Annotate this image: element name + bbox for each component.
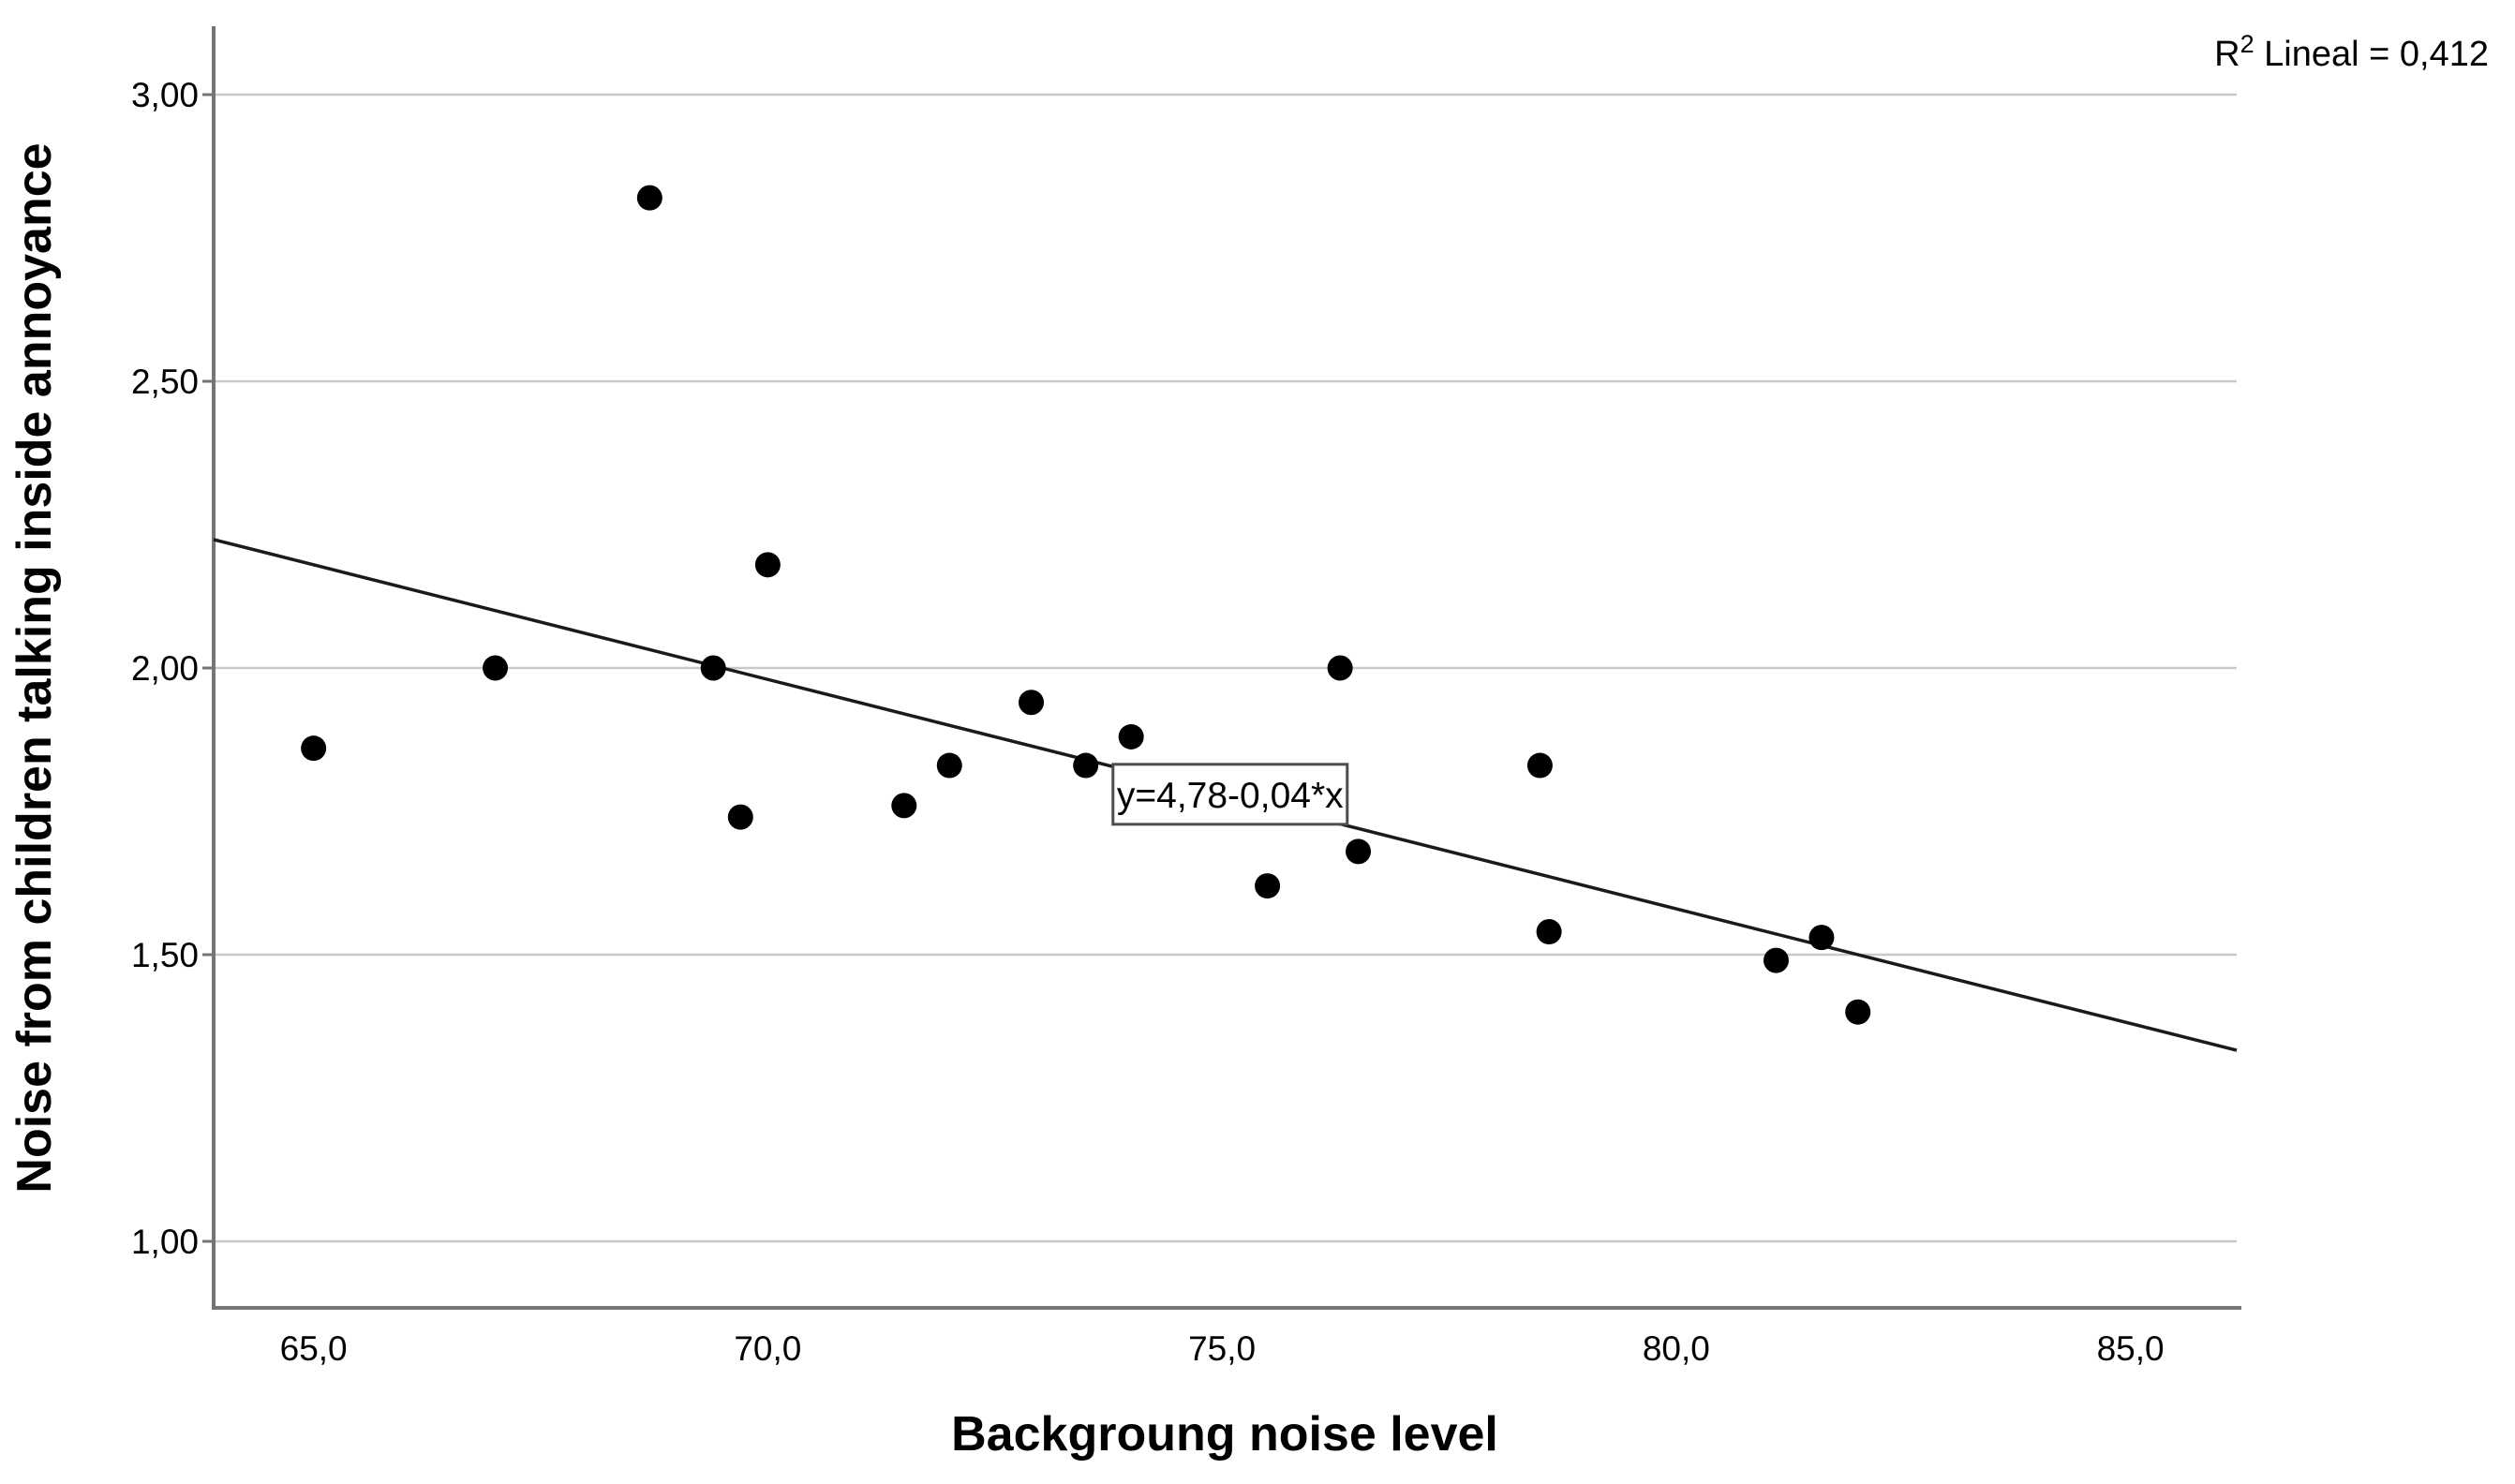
data-point <box>936 752 962 779</box>
x-tick-label: 65,0 <box>280 1329 348 1368</box>
tick-labels-layer: 1,00 1,50 2,00 2,50 3,00 65,0 70,0 75,0 80,0 85,0 <box>131 76 2165 1368</box>
data-points-layer <box>301 185 1871 1025</box>
data-point <box>636 185 662 211</box>
r-squared-label: R2 Lineal = 0,412 <box>2214 30 2489 74</box>
data-point <box>1327 655 1353 681</box>
x-tick-label: 85,0 <box>2097 1329 2165 1368</box>
equation-label: y=4,78-0,04*x <box>1117 776 1344 816</box>
equation-annotation: y=4,78-0,04*x <box>1111 763 1349 826</box>
data-point <box>1808 925 1835 951</box>
data-point <box>1019 690 1045 716</box>
data-point <box>301 735 327 762</box>
x-tick-label: 75,0 <box>1188 1329 1256 1368</box>
x-axis-title: Backgroung noise level <box>951 1407 1498 1462</box>
data-point <box>700 655 726 681</box>
axes-layer <box>202 26 2241 1310</box>
data-point <box>891 793 917 819</box>
data-point <box>1346 838 1372 865</box>
y-tick-label: 1,00 <box>131 1223 199 1261</box>
y-axis-title: Noise from children talking inside annoy… <box>7 142 62 1193</box>
y-tick-label: 3,00 <box>131 76 199 114</box>
gridlines-layer <box>214 93 2237 1243</box>
x-tick-label: 80,0 <box>1643 1329 1710 1368</box>
data-point <box>727 804 753 830</box>
data-point <box>1536 919 1562 945</box>
data-point <box>754 552 781 578</box>
x-tick-label: 70,0 <box>734 1329 801 1368</box>
y-tick-label: 1,50 <box>131 936 199 974</box>
data-point <box>1073 752 1099 779</box>
data-point <box>1526 752 1553 779</box>
y-tick-label: 2,50 <box>131 363 199 401</box>
y-tick-label: 2,00 <box>131 649 199 688</box>
equation-box <box>1111 763 1349 826</box>
data-point <box>1763 947 1789 973</box>
data-point <box>1845 999 1871 1025</box>
data-point <box>483 655 509 681</box>
data-point <box>1118 723 1144 749</box>
data-point <box>1255 873 1281 899</box>
